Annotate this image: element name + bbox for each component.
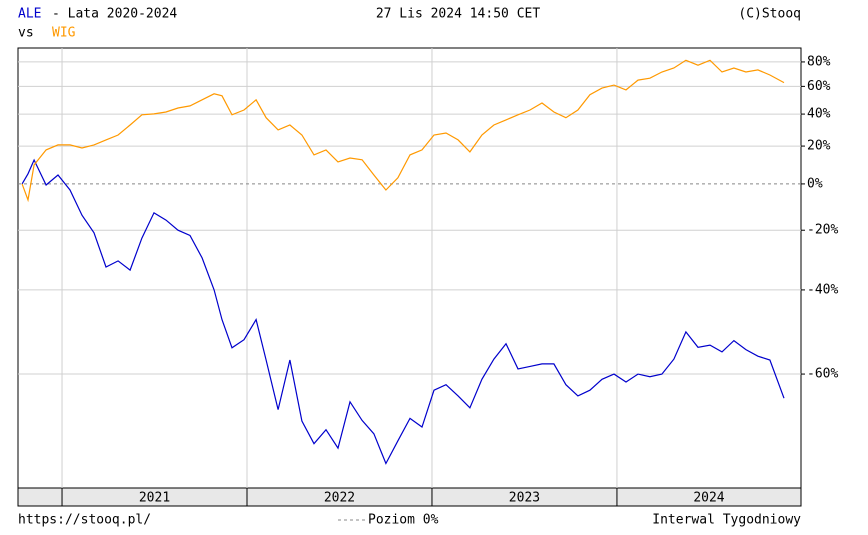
zero-label: Poziom 0% xyxy=(368,513,439,528)
interval: Interwal Tygodniowy xyxy=(652,513,801,528)
x-tick-label: 2022 xyxy=(324,491,355,506)
series-name: WIG xyxy=(52,26,76,41)
vs-label: vs xyxy=(18,26,34,41)
x-tick-label: 2021 xyxy=(139,491,170,506)
chart-title: - Lata 2020-2024 xyxy=(52,7,177,22)
x-tick-label: 2024 xyxy=(693,491,724,506)
y-tick-label: 60% xyxy=(807,79,831,94)
source: (C)Stooq xyxy=(738,7,801,22)
y-tick-label: -40% xyxy=(807,282,838,297)
y-tick-label: -60% xyxy=(807,367,838,382)
series-line xyxy=(21,59,785,203)
x-axis-band xyxy=(17,487,802,507)
url: https://stooq.pl/ xyxy=(18,513,151,528)
y-tick-label: 40% xyxy=(807,107,831,122)
series-name: ALE xyxy=(18,7,41,22)
date: 27 Lis 2024 14:50 CET xyxy=(376,7,541,22)
y-tick-label: -20% xyxy=(807,223,838,238)
plot-frame xyxy=(17,47,802,507)
y-tick-label: 20% xyxy=(807,139,831,154)
y-tick-label: 0% xyxy=(807,176,823,191)
y-tick-label: 80% xyxy=(807,54,831,69)
series-line xyxy=(21,158,785,465)
x-tick-label: 2023 xyxy=(509,491,540,506)
